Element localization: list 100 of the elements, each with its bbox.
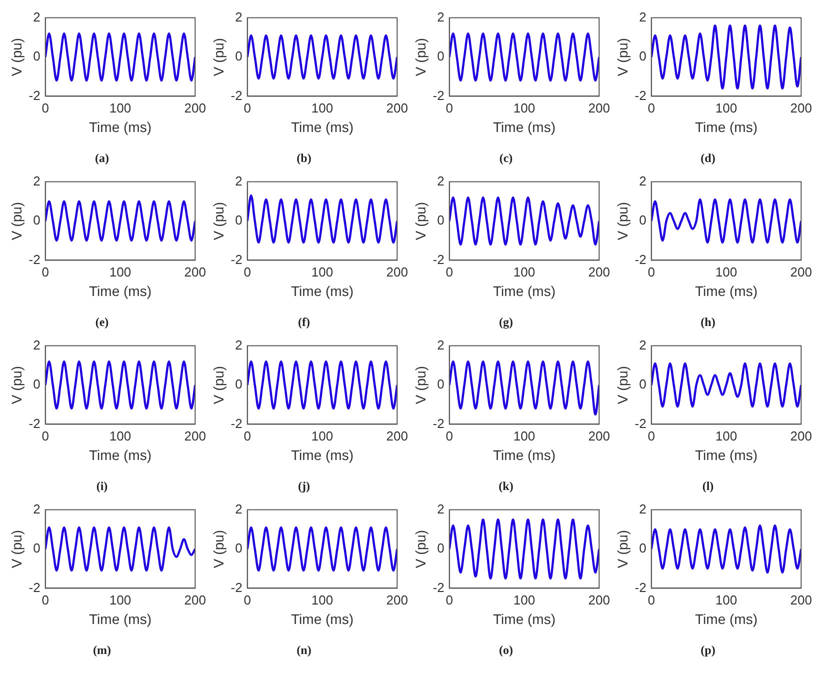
y-tick-label: 0 [235,376,242,392]
x-tick-label: 100 [513,592,536,608]
x-axis-title: Time (ms) [493,283,556,300]
x-tick-label: 200 [386,592,408,608]
x-tick-label: 100 [513,100,536,116]
x-axis-title: Time (ms) [291,283,354,300]
text: (b) [296,150,312,165]
x-tick-label: 200 [790,100,812,116]
x-tick-label: 200 [184,264,206,280]
x-axis-title: Time (ms) [291,611,354,628]
x-axis-title: Time (ms) [291,119,354,136]
y-axis-title: V (pu) [614,530,630,568]
y-axis-title: V (pu) [210,38,226,76]
y-axis-title: V (pu) [8,38,24,76]
y-axis-title: V (pu) [8,202,24,240]
x-tick-label: 200 [790,592,812,608]
y-tick-label: -2 [28,88,40,103]
x-axis-title: Time (ms) [89,283,152,300]
line-series [449,196,600,246]
x-tick-label: 200 [184,592,206,608]
x-axis-title: Time (ms) [493,119,556,136]
y-tick-label: -2 [634,416,646,431]
x-axis-title: Time (ms) [695,611,758,628]
line-series [651,362,802,408]
y-tick-label: -2 [634,252,646,267]
x-axis-title: Time (ms) [89,119,152,136]
text: (i) [96,478,108,493]
x-tick-label: 200 [386,100,408,116]
line-series [247,194,398,244]
x-axis-title: Time (ms) [291,447,354,464]
y-tick-label: 0 [639,48,646,64]
x-tick-label: 200 [588,100,610,116]
y-tick-label: 0 [33,376,40,392]
y-tick-label: 0 [33,212,40,228]
y-tick-label: 0 [639,212,646,228]
x-tick-label: 100 [311,428,334,444]
line-series [449,360,600,416]
y-tick-label: 2 [33,501,40,516]
x-tick-label: 200 [184,100,206,116]
x-tick-label: 100 [715,428,738,444]
x-axis-title: Time (ms) [493,611,556,628]
x-axis-title: Time (ms) [695,119,758,136]
x-tick-label: 100 [311,264,334,280]
x-axis-title: Time (ms) [89,447,152,464]
y-tick-label: 0 [235,540,242,556]
text: (a) [95,150,109,165]
y-tick-label: 2 [33,337,40,352]
x-tick-label: 100 [311,592,334,608]
y-tick-label: 0 [235,212,242,228]
y-axis-title: V (pu) [412,530,428,568]
y-tick-label: 2 [639,173,646,188]
text: (c) [499,150,513,165]
y-tick-label: 2 [235,501,242,516]
y-tick-label: 0 [437,212,444,228]
text: (e) [95,314,109,329]
y-axis-title: V (pu) [210,366,226,404]
text: (k) [498,478,514,493]
x-tick-label: 200 [790,264,812,280]
text: (f) [298,314,310,329]
y-tick-label: -2 [432,416,444,431]
line-series [651,524,802,574]
y-axis-title: V (pu) [8,366,24,404]
y-tick-label: -2 [634,580,646,595]
y-tick-label: -2 [230,252,242,267]
y-tick-label: 2 [437,173,444,188]
x-tick-label: 100 [311,100,334,116]
y-tick-label: -2 [230,580,242,595]
y-axis-title: V (pu) [412,366,428,404]
y-tick-label: 2 [639,337,646,352]
y-tick-label: 2 [437,337,444,352]
y-tick-label: 0 [437,376,444,392]
x-tick-label: 200 [184,428,206,444]
x-tick-label: 200 [588,592,610,608]
x-axis-title: Time (ms) [695,283,758,300]
y-tick-label: 0 [33,540,40,556]
y-tick-label: 2 [437,501,444,516]
line-series [651,198,802,244]
text: (m) [93,642,111,657]
y-tick-label: -2 [432,88,444,103]
x-tick-label: 200 [386,264,408,280]
x-tick-label: 200 [588,428,610,444]
y-tick-label: 0 [235,48,242,64]
x-tick-label: 200 [386,428,408,444]
y-tick-label: -2 [432,580,444,595]
text: (j) [298,478,310,493]
y-axis-title: V (pu) [614,366,630,404]
x-tick-label: 100 [109,100,132,116]
y-tick-label: 0 [437,48,444,64]
y-tick-label: 0 [639,540,646,556]
y-axis-title: V (pu) [412,202,428,240]
text: (d) [700,150,716,165]
x-tick-label: 100 [109,264,132,280]
text: (n) [296,642,312,657]
y-tick-label: 0 [33,48,40,64]
y-tick-label: -2 [230,416,242,431]
line-series [651,24,802,90]
y-tick-label: 0 [639,376,646,392]
y-axis-title: V (pu) [412,38,428,76]
y-tick-label: -2 [634,88,646,103]
x-axis-title: Time (ms) [89,611,152,628]
